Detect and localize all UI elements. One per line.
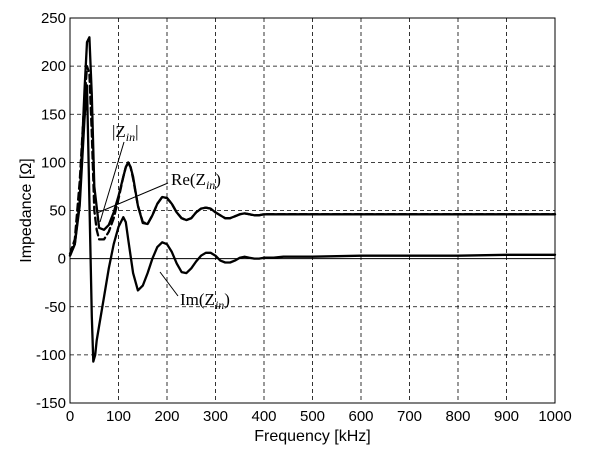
x-tick-label: 1000 — [538, 408, 571, 425]
y-tick-label: -100 — [36, 347, 66, 364]
grid — [70, 18, 555, 403]
y-tick-label: -150 — [36, 395, 66, 412]
y-tick-label: 150 — [41, 106, 66, 123]
x-axis-label: Frequency [kHz] — [254, 428, 370, 445]
series-im-zin — [68, 84, 557, 363]
y-tick-label: 250 — [41, 10, 66, 27]
y-tick-label: -50 — [44, 299, 66, 316]
annotation-leader-line — [96, 182, 169, 214]
x-tick-label: 400 — [251, 408, 276, 425]
y-axis-label: Impedance [Ω] — [18, 158, 35, 262]
annotation-im-zin: Im(Zin) — [180, 290, 230, 312]
x-tick-label: 700 — [397, 408, 422, 425]
y-tick-label: 50 — [49, 203, 66, 220]
x-tick-label: 100 — [106, 408, 131, 425]
series-re-zin — [68, 36, 557, 257]
x-tick-label: 300 — [203, 408, 228, 425]
annotation-leader-line — [99, 141, 125, 223]
y-tick-label: 0 — [58, 251, 66, 268]
series-layer — [68, 36, 557, 363]
y-tick-labels: -150 -100 -50 0 50 100 150 200 250 — [36, 10, 66, 412]
annotation-re-zin: Re(Zin) — [171, 170, 221, 192]
series-abs-zin — [68, 64, 557, 255]
y-tick-label: 200 — [41, 58, 66, 75]
x-tick-labels: 0 100 200 300 400 500 600 700 800 900 1000 — [66, 408, 572, 425]
annotation-abs-zin: |Zin| — [112, 122, 139, 144]
x-tick-label: 900 — [494, 408, 519, 425]
x-tick-label: 600 — [348, 408, 373, 425]
annotation-leader-line — [159, 271, 179, 297]
y-tick-label: 100 — [41, 154, 66, 171]
x-tick-label: 800 — [445, 408, 470, 425]
annotations: |Zin| Re(Zin) Im(Zin) — [96, 122, 230, 312]
x-tick-label: 200 — [154, 408, 179, 425]
plot-frame — [69, 17, 556, 404]
x-tick-label: 0 — [66, 408, 74, 425]
x-tick-label: 500 — [300, 408, 325, 425]
